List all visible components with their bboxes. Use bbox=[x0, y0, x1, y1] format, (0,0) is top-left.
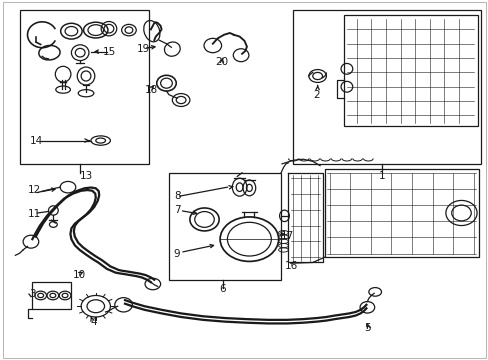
Text: 15: 15 bbox=[103, 46, 116, 57]
Text: 7: 7 bbox=[173, 206, 180, 216]
Bar bbox=[168, 173, 281, 280]
Text: 5: 5 bbox=[364, 323, 370, 333]
Text: 6: 6 bbox=[219, 284, 225, 294]
Text: 9: 9 bbox=[173, 248, 180, 258]
Bar bbox=[344, 15, 477, 126]
Text: 17: 17 bbox=[281, 231, 294, 240]
Bar bbox=[32, 282, 71, 309]
Text: 4: 4 bbox=[91, 317, 97, 327]
Text: 12: 12 bbox=[27, 185, 41, 195]
Bar bbox=[20, 10, 149, 164]
Text: 10: 10 bbox=[73, 270, 86, 280]
Text: 2: 2 bbox=[313, 90, 319, 100]
Text: 16: 16 bbox=[285, 261, 298, 271]
Text: 11: 11 bbox=[27, 209, 41, 219]
Text: 18: 18 bbox=[144, 85, 158, 95]
Text: 1: 1 bbox=[378, 171, 385, 181]
Text: 20: 20 bbox=[215, 57, 228, 67]
Text: 14: 14 bbox=[30, 136, 43, 145]
Text: 3: 3 bbox=[29, 289, 36, 299]
Bar bbox=[325, 169, 478, 257]
Bar bbox=[293, 10, 480, 164]
Text: 8: 8 bbox=[173, 191, 180, 201]
Text: 19: 19 bbox=[137, 44, 150, 54]
Text: 13: 13 bbox=[80, 171, 93, 181]
